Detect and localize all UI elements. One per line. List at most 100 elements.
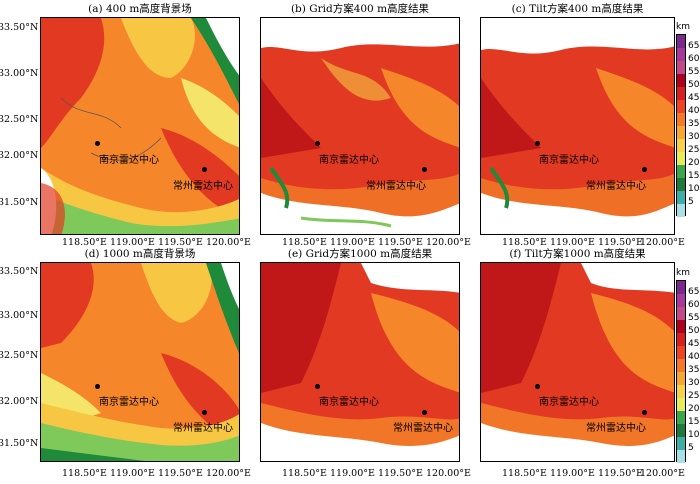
colorbar-segment bbox=[677, 48, 685, 61]
radar-dot-nanjing bbox=[535, 384, 540, 389]
radar-dot-nanjing bbox=[95, 384, 100, 389]
x-label: 119.00°E bbox=[550, 237, 595, 248]
x-label: 120.00°E bbox=[206, 468, 251, 479]
radar-dot-nanjing bbox=[535, 141, 540, 146]
colorbar-segment bbox=[677, 359, 685, 372]
colorbar-bottom bbox=[676, 280, 686, 463]
colorbar-tick-label: 65 bbox=[688, 287, 700, 297]
x-label: 119.00°E bbox=[110, 237, 155, 248]
panel-f-map: 南京雷达中心 常州雷达中心 bbox=[480, 262, 675, 462]
colorbar-tick-label: 60 bbox=[688, 300, 700, 310]
colorbar-segment bbox=[677, 113, 685, 126]
y-label: 32.00°N bbox=[0, 396, 39, 407]
radar-label-nanjing: 南京雷达中心 bbox=[319, 155, 379, 166]
radar-label-changzhou: 常州雷达中心 bbox=[586, 423, 646, 434]
y-label: 31.50°N bbox=[0, 438, 39, 449]
x-label: 120.00°E bbox=[206, 237, 251, 248]
x-label: 118.50°E bbox=[62, 237, 107, 248]
x-label: 119.50°E bbox=[158, 237, 203, 248]
colorbar-tick-label: 35 bbox=[688, 365, 700, 375]
colorbar-segment bbox=[677, 165, 685, 178]
panel-c-field bbox=[481, 18, 674, 234]
colorbar-tick-label: 25 bbox=[688, 145, 700, 155]
radar-label-changzhou: 常州雷达中心 bbox=[586, 181, 646, 192]
colorbar-segment bbox=[677, 61, 685, 74]
colorbar-segment bbox=[677, 450, 685, 463]
panel-b-title: (b) Grid方案400 m高度结果 bbox=[290, 3, 430, 15]
colorbar-segment bbox=[677, 204, 685, 217]
panel-e-title: (e) Grid方案1000 m高度结果 bbox=[287, 248, 433, 260]
radar-dot-changzhou bbox=[422, 410, 427, 415]
colorbar-tick-label: 60 bbox=[688, 54, 700, 64]
colorbar-tick-label: 20 bbox=[688, 158, 700, 168]
colorbar-tick-label: 50 bbox=[688, 326, 700, 336]
x-label: 119.50°E bbox=[378, 468, 423, 479]
y-label: 31.50°N bbox=[0, 197, 39, 208]
x-label: 118.50°E bbox=[282, 237, 327, 248]
panel-b-field bbox=[261, 18, 459, 234]
x-label: 118.50°E bbox=[502, 468, 547, 479]
x-label: 119.50°E bbox=[378, 237, 423, 248]
radar-label-changzhou: 常州雷达中心 bbox=[393, 423, 453, 434]
colorbar-tick-label: 30 bbox=[688, 378, 700, 388]
colorbar-tick-label: 45 bbox=[688, 93, 700, 103]
x-label: 120.00°E bbox=[640, 468, 685, 479]
colorbar-tick-label: 5 bbox=[688, 197, 694, 207]
colorbar-segment bbox=[677, 178, 685, 191]
colorbar-tick-label: 5 bbox=[688, 443, 694, 453]
radar-label-changzhou: 常州雷达中心 bbox=[173, 181, 233, 192]
radar-label-nanjing: 南京雷达中心 bbox=[319, 397, 379, 408]
y-label: 33.00°N bbox=[0, 310, 39, 321]
colorbar-segment bbox=[677, 191, 685, 204]
radar-label-changzhou: 常州雷达中心 bbox=[173, 423, 233, 434]
radar-dot-nanjing bbox=[315, 141, 320, 146]
x-label: 120.00°E bbox=[426, 468, 471, 479]
x-label: 119.50°E bbox=[598, 237, 643, 248]
radar-label-nanjing: 南京雷达中心 bbox=[99, 397, 159, 408]
radar-dot-changzhou bbox=[202, 410, 207, 415]
colorbar-tick-label: 10 bbox=[688, 184, 700, 194]
colorbar-segment bbox=[677, 307, 685, 320]
radar-dot-changzhou bbox=[422, 167, 427, 172]
colorbar-tick-label: 25 bbox=[688, 391, 700, 401]
colorbar-segment bbox=[677, 372, 685, 385]
colorbar-tick-label: 15 bbox=[688, 417, 700, 427]
panel-d-title: (d) 1000 m高度背景场 bbox=[84, 248, 196, 260]
radar-dot-nanjing bbox=[95, 141, 100, 146]
x-label: 119.00°E bbox=[330, 237, 375, 248]
y-label: 33.50°N bbox=[0, 266, 39, 277]
radar-dot-nanjing bbox=[315, 384, 320, 389]
x-label: 119.00°E bbox=[110, 468, 155, 479]
colorbar-segment bbox=[677, 126, 685, 139]
colorbar-tick-label: 55 bbox=[688, 67, 700, 77]
x-label: 118.50°E bbox=[502, 237, 547, 248]
y-label: 32.50°N bbox=[0, 114, 39, 125]
colorbar-segment bbox=[677, 100, 685, 113]
panel-a-title: (a) 400 m高度背景场 bbox=[88, 3, 192, 15]
panel-f-title: (f) Tilt方案1000 m高度结果 bbox=[509, 248, 646, 260]
panel-c-title: (c) Tilt方案400 m高度结果 bbox=[511, 3, 644, 15]
colorbar-segment bbox=[677, 87, 685, 100]
colorbar-segment bbox=[677, 74, 685, 87]
y-label: 33.50°N bbox=[0, 22, 39, 33]
x-label: 119.50°E bbox=[598, 468, 643, 479]
colorbar-segment bbox=[677, 294, 685, 307]
colorbar-unit-bottom: km bbox=[676, 268, 690, 278]
x-label: 120.00°E bbox=[426, 237, 471, 248]
colorbar-segment bbox=[677, 35, 685, 48]
x-label: 118.50°E bbox=[62, 468, 107, 479]
radar-label-changzhou: 常州雷达中心 bbox=[366, 181, 426, 192]
colorbar-segment bbox=[677, 333, 685, 346]
colorbar-segment bbox=[677, 424, 685, 437]
colorbar-segment bbox=[677, 139, 685, 152]
y-label: 32.50°N bbox=[0, 350, 39, 361]
radar-label-nanjing: 南京雷达中心 bbox=[539, 397, 599, 408]
panel-d-map: 南京雷达中心 常州雷达中心 bbox=[40, 262, 240, 462]
colorbar-segment bbox=[677, 152, 685, 165]
panel-f-field bbox=[481, 263, 674, 461]
colorbar-segment bbox=[677, 281, 685, 294]
colorbar-segment bbox=[677, 411, 685, 424]
colorbar-tick-label: 45 bbox=[688, 339, 700, 349]
panel-a-field bbox=[41, 18, 239, 234]
radar-label-nanjing: 南京雷达中心 bbox=[99, 155, 159, 166]
